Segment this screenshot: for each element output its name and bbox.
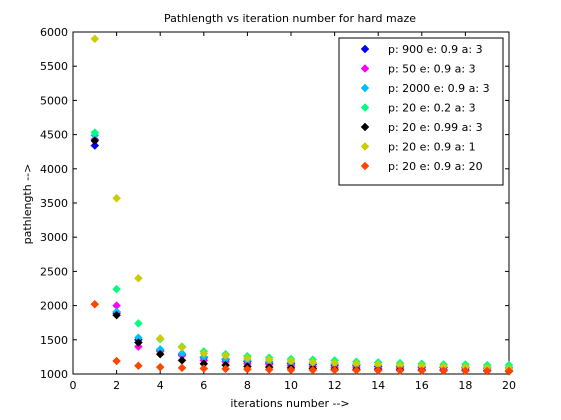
x-tick-label: 20 bbox=[502, 379, 516, 392]
data-point bbox=[395, 366, 405, 375]
legend-label: p: 20 e: 0.9 a: 1 bbox=[388, 141, 476, 154]
legend-item: p: 20 e: 0.99 a: 3 bbox=[360, 121, 483, 134]
data-point bbox=[221, 351, 230, 360]
data-point bbox=[177, 363, 187, 373]
data-point bbox=[112, 310, 121, 320]
data-point bbox=[417, 366, 427, 375]
data-point bbox=[461, 366, 470, 376]
legend-marker bbox=[360, 83, 370, 93]
data-point bbox=[199, 364, 209, 373]
legend-label: p: 20 e: 0.99 a: 3 bbox=[388, 121, 483, 134]
x-axis-label: iterations number --> bbox=[230, 397, 349, 410]
data-point bbox=[482, 366, 492, 376]
data-point bbox=[134, 319, 143, 328]
data-point bbox=[155, 349, 165, 359]
x-tick-label: 10 bbox=[284, 379, 298, 392]
legend-item: p: 20 e: 0.9 a: 1 bbox=[360, 141, 476, 154]
data-point bbox=[439, 366, 448, 376]
data-point bbox=[264, 355, 274, 364]
legend-marker bbox=[360, 161, 370, 171]
legend-item: p: 20 e: 0.9 a: 20 bbox=[360, 160, 483, 173]
data-point bbox=[221, 364, 230, 374]
y-tick-label: 1500 bbox=[40, 334, 68, 347]
data-point bbox=[199, 349, 209, 358]
x-tick-label: 6 bbox=[200, 379, 207, 392]
data-point bbox=[134, 361, 143, 371]
x-tick-label: 0 bbox=[70, 379, 77, 392]
y-tick-label: 5000 bbox=[40, 94, 68, 107]
legend: p: 900 e: 0.9 a: 3 p: 50 e: 0.9 a: 3 p: 20… bbox=[338, 37, 504, 186]
legend-marker bbox=[360, 142, 370, 151]
x-tick-label: 16 bbox=[415, 379, 429, 392]
legend-item: p: 20 e: 0.2 a: 3 bbox=[360, 102, 476, 115]
legend-label: p: 900 e: 0.9 a: 3 bbox=[388, 43, 483, 56]
x-tick-label: 8 bbox=[244, 379, 251, 392]
legend-box bbox=[338, 37, 504, 186]
data-point bbox=[286, 365, 296, 375]
legend-item: p: 900 e: 0.9 a: 3 bbox=[360, 43, 483, 56]
data-point bbox=[155, 362, 165, 372]
data-point bbox=[243, 353, 252, 363]
data-point bbox=[134, 338, 143, 347]
data-point bbox=[330, 365, 339, 375]
legend-item: p: 50 e: 0.9 a: 3 bbox=[360, 63, 476, 76]
data-point bbox=[112, 193, 121, 203]
chart-title: Pathlength vs iteration number for hard … bbox=[164, 12, 416, 25]
x-tick-label: 12 bbox=[328, 379, 342, 392]
legend-marker bbox=[360, 103, 370, 112]
y-tick-label: 5500 bbox=[40, 60, 68, 73]
data-point bbox=[90, 136, 100, 146]
data-point bbox=[134, 273, 143, 283]
legend-marker bbox=[360, 44, 370, 54]
x-tick-label: 4 bbox=[157, 379, 164, 392]
data-point bbox=[90, 34, 100, 44]
x-tick-label: 2 bbox=[113, 379, 120, 392]
data-point bbox=[90, 299, 100, 309]
data-point bbox=[352, 365, 361, 375]
y-tick-label: 2000 bbox=[40, 300, 68, 313]
data-point bbox=[308, 365, 318, 375]
legend-label: p: 20 e: 0.2 a: 3 bbox=[388, 102, 476, 115]
y-tick-label: 6000 bbox=[40, 26, 68, 39]
legend-label: p: 2000 e: 0.9 a: 3 bbox=[388, 82, 490, 95]
data-point bbox=[112, 356, 121, 366]
data-point bbox=[373, 366, 383, 375]
x-tick-label: 14 bbox=[371, 379, 385, 392]
data-point bbox=[155, 334, 165, 343]
data-point bbox=[177, 342, 187, 352]
legend-item: p: 2000 e: 0.9 a: 3 bbox=[360, 82, 490, 95]
y-axis-label: pathlength --> bbox=[21, 164, 34, 245]
data-point bbox=[112, 284, 121, 294]
y-tick-label: 1000 bbox=[40, 368, 68, 381]
legend-marker bbox=[360, 122, 370, 132]
y-tick-label: 4000 bbox=[40, 163, 68, 176]
legend-label: p: 50 e: 0.9 a: 3 bbox=[388, 63, 476, 76]
data-point bbox=[243, 364, 252, 374]
y-tick-label: 2500 bbox=[40, 265, 68, 278]
y-tick-label: 3500 bbox=[40, 197, 68, 210]
series-7 bbox=[90, 299, 514, 376]
x-tick-label: 18 bbox=[458, 379, 472, 392]
data-point bbox=[264, 365, 274, 374]
data-point bbox=[504, 366, 514, 376]
legend-marker bbox=[360, 64, 370, 73]
y-tick-label: 4500 bbox=[40, 129, 68, 142]
data-point bbox=[90, 141, 100, 150]
data-point bbox=[286, 356, 296, 366]
legend-label: p: 20 e: 0.9 a: 20 bbox=[388, 160, 483, 173]
y-tick-label: 3000 bbox=[40, 231, 68, 244]
